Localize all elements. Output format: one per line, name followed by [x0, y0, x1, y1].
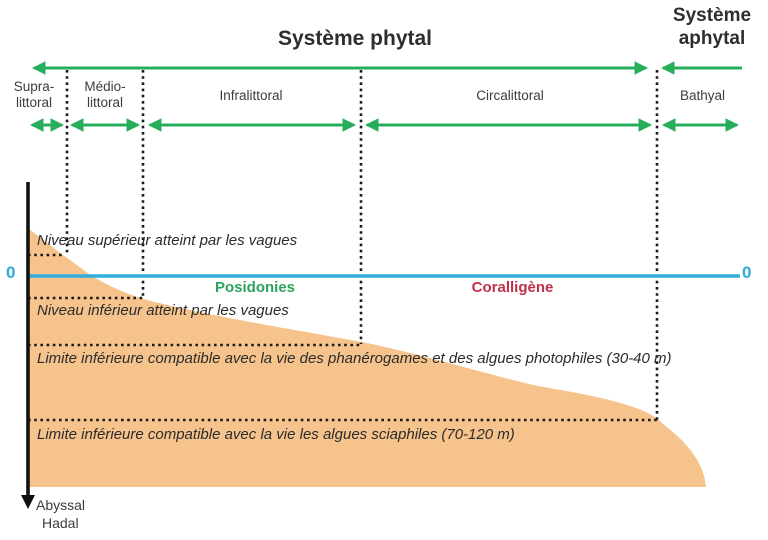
- depth-label-hadal: Hadal: [42, 515, 79, 531]
- zone-label-mediolittoral-line2: littoral: [86, 95, 123, 110]
- land-profile-shape: [28, 228, 706, 487]
- depth-axis-arrowhead-icon: [21, 495, 35, 509]
- sea-level-zero-left: 0: [6, 263, 16, 282]
- zone-label-circalittoral: Circalittoral: [476, 88, 544, 103]
- zone-label-mediolittoral: Médio- littoral: [73, 79, 137, 111]
- zone-label-mediolittoral-line1: Médio-: [84, 79, 126, 94]
- habitat-label-posidonies: Posidonies: [214, 279, 296, 296]
- zone-label-infralittoral: Infralittoral: [219, 88, 283, 103]
- habitat-label-coralligene: Coralligène: [471, 279, 554, 296]
- annotation-limite-phanerogames: Limite inférieure compatible avec la vie…: [37, 350, 672, 367]
- annotation-niveau-inferieur: Niveau inférieur atteint par les vagues: [37, 302, 289, 319]
- zone-label-bathyal: Bathyal: [679, 88, 726, 103]
- title-systeme-aphytal-line1: Système: [672, 5, 752, 26]
- zone-label-supralittoral-line1: Supra-: [13, 79, 55, 94]
- title-systeme-aphytal-line2: aphytal: [678, 28, 746, 49]
- annotation-limite-sciaphiles: Limite inférieure compatible avec la vie…: [37, 426, 515, 443]
- depth-label-abyssal: Abyssal: [36, 497, 86, 513]
- title-systeme-aphytal: Système aphytal: [656, 4, 768, 50]
- title-systeme-phytal: Système phytal: [277, 27, 433, 50]
- annotation-niveau-superieur: Niveau supérieur atteint par les vagues: [37, 232, 298, 249]
- zone-label-supralittoral-line2: littoral: [15, 95, 52, 110]
- zone-label-supralittoral: Supra- littoral: [3, 79, 65, 111]
- sea-level-zero-right: 0: [742, 263, 752, 282]
